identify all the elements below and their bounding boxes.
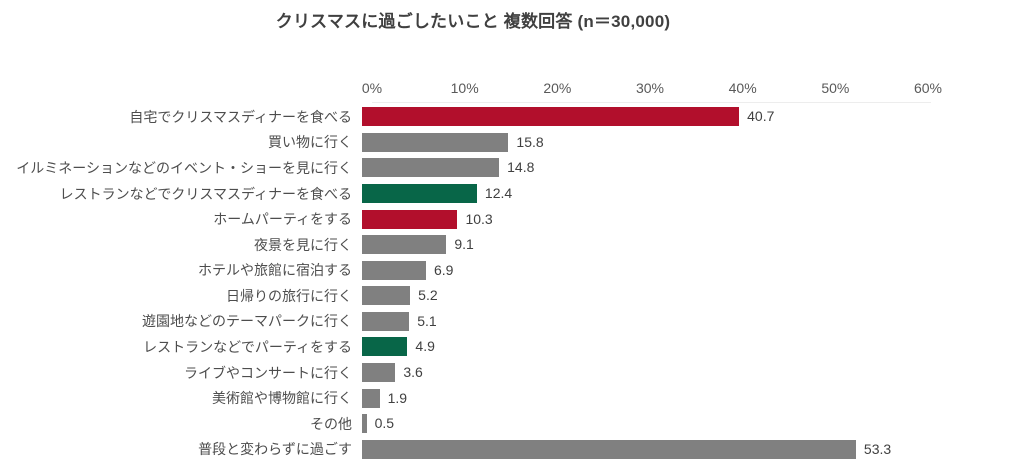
category-label: その他 bbox=[310, 415, 352, 432]
chart-row: ライブやコンサートに行く 3.6 bbox=[0, 360, 1024, 386]
category-label: イルミネーションなどのイベント・ショーを見に行く bbox=[16, 159, 352, 176]
bar bbox=[362, 235, 447, 255]
x-axis-tick-label: 40% bbox=[728, 80, 757, 96]
chart-row: レストランなどでパーティをする 4.9 bbox=[0, 334, 1024, 360]
chart-row: 日帰りの旅行に行く 5.2 bbox=[0, 283, 1024, 309]
bar-track: 5.2 bbox=[362, 286, 1024, 306]
bar bbox=[362, 286, 411, 306]
category-label: レストランなどでパーティをする bbox=[143, 338, 352, 355]
category-label: レストランなどでクリスマスディナーを食べる bbox=[59, 185, 352, 202]
value-label: 14.8 bbox=[507, 159, 535, 176]
chart-row: 自宅でクリスマスディナーを食べる 40.7 bbox=[0, 104, 1024, 130]
bar-track: 9.1 bbox=[362, 235, 1024, 255]
value-label: 1.9 bbox=[387, 389, 408, 406]
value-label: 10.3 bbox=[465, 210, 493, 227]
bar bbox=[362, 311, 410, 331]
value-label: 6.9 bbox=[433, 261, 454, 278]
bar-track: 14.8 bbox=[362, 158, 1024, 178]
value-label: 4.9 bbox=[415, 338, 435, 355]
x-axis: 0% 10% 20% 30% 40% 50% 60% bbox=[362, 80, 942, 98]
category-label: 自宅でクリスマスディナーを食べる bbox=[129, 108, 352, 125]
x-axis-tick-label: 50% bbox=[821, 80, 850, 96]
value-label: 3.6 bbox=[403, 364, 423, 381]
category-label: 夜景を見に行く bbox=[254, 236, 352, 253]
category-label: ライブやコンサートに行く bbox=[184, 364, 352, 381]
bar bbox=[362, 414, 367, 434]
bar bbox=[362, 363, 396, 383]
x-axis-tick-label: 30% bbox=[635, 80, 665, 96]
bar-track: 6.9 bbox=[362, 260, 1024, 280]
bar bbox=[362, 260, 426, 280]
bar-track: 15.8 bbox=[362, 132, 1024, 152]
category-label: ホテルや旅館に宿泊する bbox=[198, 262, 352, 279]
value-label: 15.8 bbox=[516, 133, 544, 150]
bar bbox=[362, 184, 477, 204]
chart-row: 買い物に行く 15.8 bbox=[0, 130, 1024, 156]
bar-track: 10.3 bbox=[362, 209, 1024, 229]
value-label: 40.7 bbox=[747, 108, 775, 125]
category-label: 遊園地などのテーマパークに行く bbox=[142, 313, 352, 330]
bar bbox=[362, 337, 408, 357]
x-axis-tick-label: 0% bbox=[361, 80, 383, 96]
bar bbox=[362, 209, 458, 229]
value-label: 9.1 bbox=[454, 236, 474, 253]
category-label: 日帰りの旅行に行く bbox=[226, 287, 352, 304]
x-axis-tick-label: 60% bbox=[913, 80, 943, 96]
category-label: ホームパーティをする bbox=[213, 211, 352, 228]
x-axis-tick-label: 20% bbox=[543, 80, 572, 96]
chart-row: 夜景を見に行く 9.1 bbox=[0, 232, 1024, 258]
chart-row: 美術館や博物館に行く 1.9 bbox=[0, 385, 1024, 411]
chart-row: ホームパーティをする 10.3 bbox=[0, 206, 1024, 232]
value-label: 5.1 bbox=[417, 312, 437, 329]
category-label: 美術館や博物館に行く bbox=[212, 390, 352, 407]
value-label: 0.5 bbox=[374, 415, 395, 432]
bar-track: 12.4 bbox=[362, 184, 1024, 204]
chart-row: 普段と変わらずに過ごす 53.3 bbox=[0, 437, 1024, 463]
bar-track: 1.9 bbox=[362, 388, 1024, 408]
chart-row: レストランなどでクリスマスディナーを食べる 12.4 bbox=[0, 181, 1024, 207]
plot-top-border bbox=[372, 102, 931, 103]
chart-row: イルミネーションなどのイベント・ショーを見に行く 14.8 bbox=[0, 155, 1024, 181]
bar-track: 0.5 bbox=[362, 414, 1024, 434]
bar bbox=[362, 107, 740, 127]
bar-track: 4.9 bbox=[362, 337, 1024, 357]
bar bbox=[362, 439, 856, 459]
bar-track: 3.6 bbox=[362, 363, 1024, 383]
bar-track: 40.7 bbox=[362, 107, 1024, 127]
bar-track: 5.1 bbox=[362, 311, 1024, 331]
category-label: 買い物に行く bbox=[268, 134, 352, 151]
bar-track: 53.3 bbox=[362, 439, 1024, 459]
value-label: 5.2 bbox=[418, 287, 438, 304]
value-label: 53.3 bbox=[863, 440, 892, 457]
bar bbox=[362, 132, 509, 152]
chart-row: その他 0.5 bbox=[0, 411, 1024, 437]
chart-title: クリスマスに過ごしたいこと 複数回答 (n＝30,000) bbox=[275, 12, 671, 31]
chart-row: 遊園地などのテーマパークに行く 5.1 bbox=[0, 309, 1024, 335]
x-axis-tick-label: 10% bbox=[450, 80, 479, 96]
bar bbox=[362, 158, 500, 178]
bar bbox=[362, 388, 380, 408]
category-label: 普段と変わらずに過ごす bbox=[198, 441, 352, 458]
value-label: 12.4 bbox=[484, 185, 513, 202]
bar-rows: 自宅でクリスマスディナーを食べる 40.7 買い物に行く 15.8 イルミネーションなど… bbox=[0, 104, 1024, 462]
chart-row: ホテルや旅館に宿泊する 6.9 bbox=[0, 257, 1024, 283]
